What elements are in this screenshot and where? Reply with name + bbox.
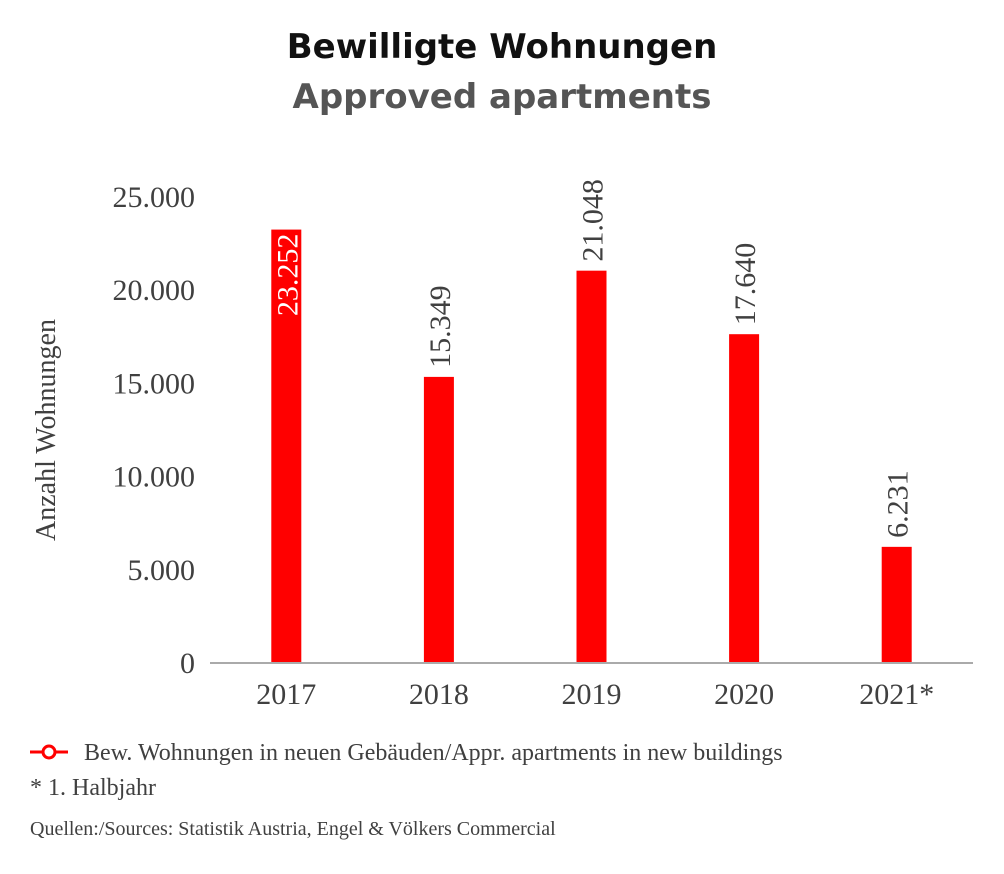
bar-data-label: 23.252 — [271, 234, 304, 316]
y-tick-label: 25.000 — [113, 181, 196, 214]
x-tick-label: 2018 — [409, 678, 469, 711]
y-tick-label: 20.000 — [113, 274, 196, 307]
bar — [271, 229, 302, 664]
y-axis-ticks: 0 5.000 10.000 15.000 20.000 25.000 — [113, 181, 196, 680]
x-axis-ticks: 2017 2018 2019 2020 2021* — [256, 678, 934, 711]
legend-marker-icon — [41, 744, 57, 760]
bar-data-label: 17.640 — [729, 243, 762, 326]
x-tick-label: 2020 — [714, 678, 774, 711]
legend-label: Bew. Wohnungen in neuen Gebäuden/Appr. a… — [84, 740, 783, 766]
bar — [729, 334, 760, 663]
legend: Bew. Wohnungen in neuen Gebäuden/Appr. a… — [30, 740, 783, 766]
chart-title: Bewilligte Wohnungen — [287, 27, 718, 67]
bars — [271, 229, 912, 664]
bar-data-label: 6.231 — [882, 470, 915, 538]
bar — [576, 270, 607, 663]
source-note: Quellen:/Sources: Statistik Austria, Eng… — [30, 818, 556, 840]
bar-data-labels: 23.252 15.349 21.048 17.640 6.231 — [271, 179, 914, 538]
y-tick-label: 0 — [180, 647, 195, 680]
y-tick-label: 10.000 — [113, 461, 196, 494]
y-tick-label: 15.000 — [113, 367, 196, 400]
y-tick-label: 5.000 — [128, 554, 196, 587]
bar — [423, 376, 454, 663]
chart-subtitle: Approved apartments — [293, 77, 712, 117]
y-axis-label: Anzahl Wohnungen — [31, 319, 62, 541]
x-tick-label: 2017 — [256, 678, 316, 711]
x-tick-label: 2019 — [562, 678, 622, 711]
bar-data-label: 15.349 — [424, 285, 457, 368]
bar — [881, 546, 912, 663]
bar-data-label: 21.048 — [577, 179, 610, 262]
footnote: * 1. Halbjahr — [30, 775, 156, 801]
x-tick-label: 2021* — [859, 678, 934, 711]
